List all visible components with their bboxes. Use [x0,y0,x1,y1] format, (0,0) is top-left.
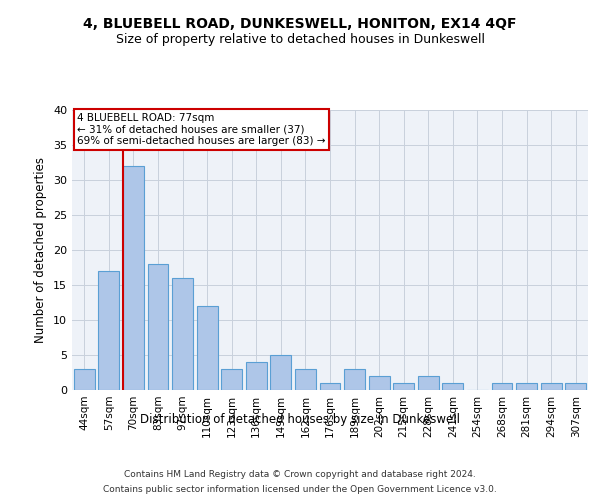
Bar [344,369,365,390]
Bar [565,383,586,390]
Bar [295,369,316,390]
Bar [491,383,512,390]
Bar [246,362,267,390]
Bar [368,376,389,390]
Bar [271,355,292,390]
Bar [541,383,562,390]
Bar [221,369,242,390]
Text: Contains HM Land Registry data © Crown copyright and database right 2024.: Contains HM Land Registry data © Crown c… [124,470,476,479]
Text: 4, BLUEBELL ROAD, DUNKESWELL, HONITON, EX14 4QF: 4, BLUEBELL ROAD, DUNKESWELL, HONITON, E… [83,18,517,32]
Text: 4 BLUEBELL ROAD: 77sqm
← 31% of detached houses are smaller (37)
69% of semi-det: 4 BLUEBELL ROAD: 77sqm ← 31% of detached… [77,113,326,146]
Bar [418,376,439,390]
Y-axis label: Number of detached properties: Number of detached properties [34,157,47,343]
Text: Size of property relative to detached houses in Dunkeswell: Size of property relative to detached ho… [115,32,485,46]
Text: Contains public sector information licensed under the Open Government Licence v3: Contains public sector information licen… [103,485,497,494]
Bar [320,383,340,390]
Bar [393,383,414,390]
Bar [98,271,119,390]
Bar [516,383,537,390]
Bar [172,278,193,390]
Bar [442,383,463,390]
Bar [197,306,218,390]
Bar [148,264,169,390]
Text: Distribution of detached houses by size in Dunkeswell: Distribution of detached houses by size … [140,412,460,426]
Bar [74,369,95,390]
Bar [123,166,144,390]
